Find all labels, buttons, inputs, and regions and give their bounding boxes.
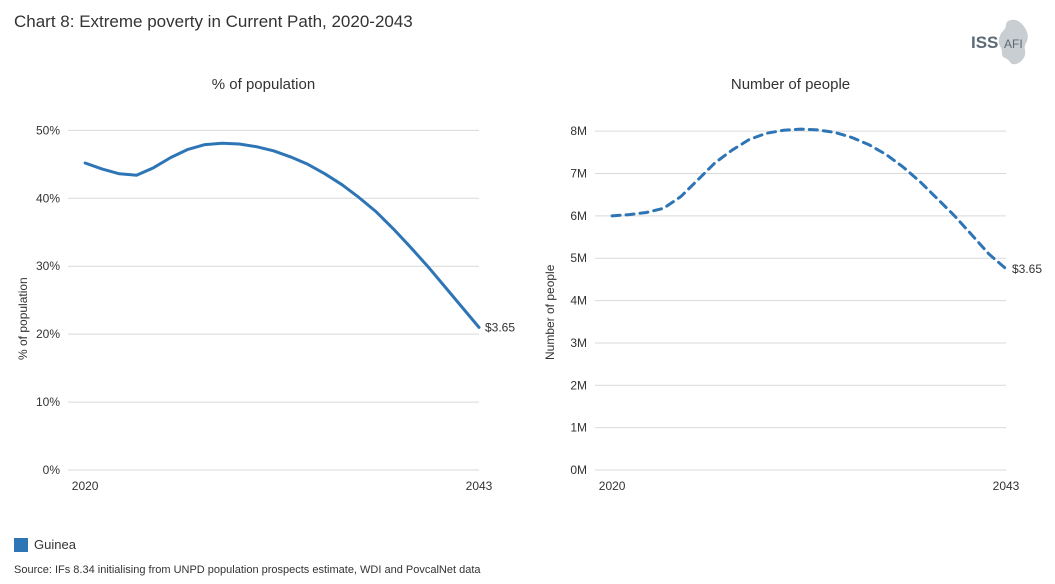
svg-text:3M: 3M [570, 336, 587, 350]
left-chart-svg: 0% 10% 20% 30% 40% 50% 2020 2043 $3.65 [0, 100, 527, 510]
svg-text:ISS: ISS [971, 33, 998, 52]
svg-text:6M: 6M [570, 209, 587, 223]
legend: Guinea [14, 537, 76, 552]
svg-text:4M: 4M [570, 294, 587, 308]
svg-text:2043: 2043 [993, 479, 1020, 493]
chart-title: Chart 8: Extreme poverty in Current Path… [14, 12, 1041, 32]
svg-text:$3.65: $3.65 [485, 320, 515, 334]
svg-text:2020: 2020 [72, 479, 99, 493]
svg-text:50%: 50% [36, 123, 60, 137]
svg-text:AFI: AFI [1004, 37, 1023, 51]
right-chart-panel: Number of people Number of people 0M1M2M… [527, 70, 1054, 510]
source-text: Source: IFs 8.34 initialising from UNPD … [14, 564, 481, 576]
svg-text:0%: 0% [43, 463, 61, 477]
iss-afi-logo: ISS AFI [969, 18, 1039, 66]
svg-text:$3.65: $3.65 [1012, 262, 1042, 276]
svg-text:30%: 30% [36, 259, 60, 273]
svg-text:40%: 40% [36, 191, 60, 205]
svg-text:10%: 10% [36, 395, 60, 409]
svg-text:5M: 5M [570, 251, 587, 265]
svg-text:2M: 2M [570, 378, 587, 392]
svg-text:7M: 7M [570, 167, 587, 181]
svg-text:2020: 2020 [599, 479, 626, 493]
svg-text:20%: 20% [36, 327, 60, 341]
svg-text:1M: 1M [570, 421, 587, 435]
left-subplot-title: % of population [0, 76, 527, 93]
svg-text:0M: 0M [570, 463, 587, 477]
svg-text:2043: 2043 [466, 479, 493, 493]
right-chart-svg: 0M 1M 2M 3M 4M 5M 6M 7M 8M 2020 2043 $3.65 [527, 100, 1054, 510]
right-subplot-title: Number of people [527, 76, 1054, 93]
legend-swatch [14, 538, 28, 552]
charts-row: % of population % of population 0%10%20%… [0, 70, 1055, 510]
left-chart-panel: % of population % of population 0%10%20%… [0, 70, 527, 510]
legend-label: Guinea [34, 537, 76, 552]
svg-text:8M: 8M [570, 124, 587, 138]
